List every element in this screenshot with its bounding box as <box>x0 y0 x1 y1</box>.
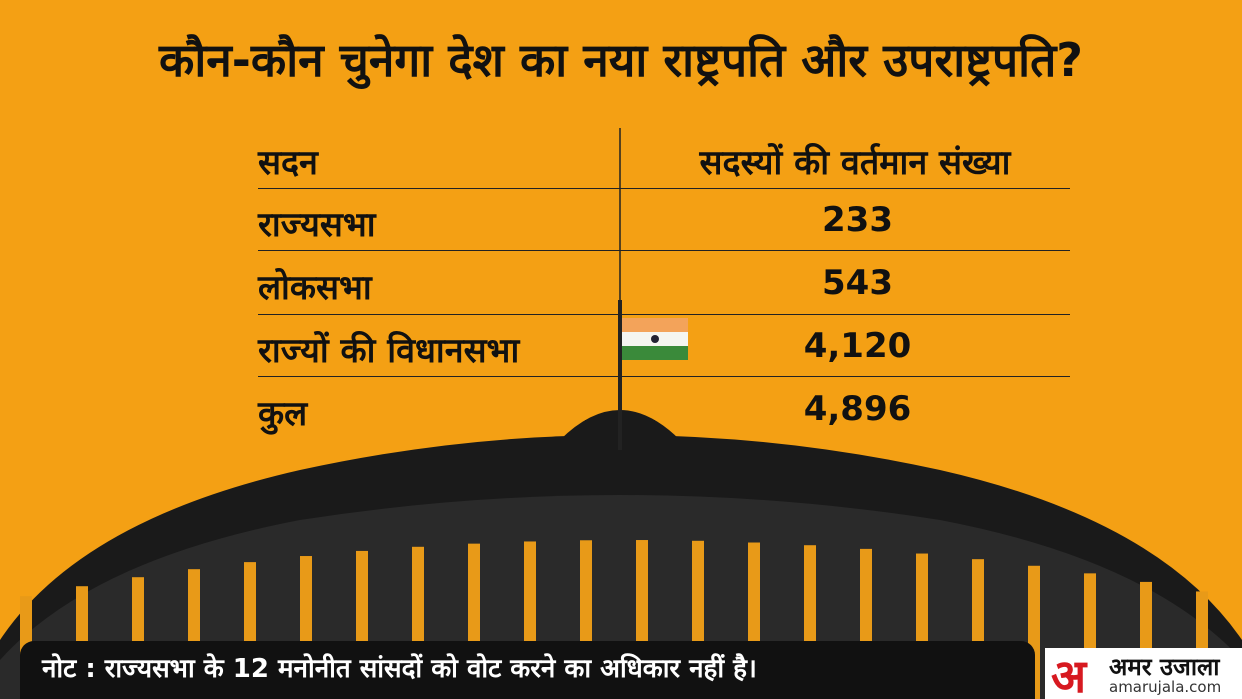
title: कौन-कौन चुनेगा देश का नया राष्ट्रपति और … <box>159 33 1083 87</box>
house-cell: राज्यसभा <box>258 205 376 245</box>
count-cell: 4,896 <box>803 389 912 429</box>
footnote: नोट : राज्यसभा के 12 मनोनीत सांसदों को व… <box>20 641 1035 699</box>
house-cell: कुल <box>258 394 308 434</box>
count-cell: 233 <box>822 200 893 240</box>
column-header: सदन <box>258 143 318 183</box>
row-divider <box>258 250 1070 251</box>
row-divider <box>258 376 1070 377</box>
count-cell: 4,120 <box>803 326 912 366</box>
logo: अ अमर उजाला amarujala.com <box>1045 648 1242 699</box>
row-divider <box>258 314 1070 315</box>
house-cell: लोकसभा <box>258 268 372 308</box>
logo-mark: अ <box>1051 649 1087 699</box>
column-header: सदस्यों की वर्तमान संख्या <box>699 143 1011 183</box>
logo-site: amarujala.com <box>1109 678 1222 696</box>
house-cell: राज्यों की विधानसभा <box>258 331 520 371</box>
row-divider <box>258 188 1070 189</box>
logo-name: अमर उजाला <box>1109 653 1220 681</box>
count-cell: 543 <box>822 263 893 303</box>
